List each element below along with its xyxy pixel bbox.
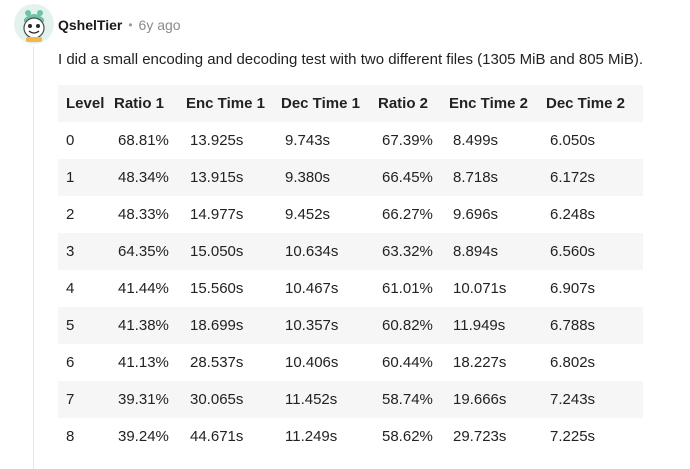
cell-dec-time-2: 6.248s [550,206,596,223]
cell-enc-time-1: 44.671s [190,428,244,445]
cell-level: 1 [66,169,75,186]
cell-dec-time-1: 10.357s [285,317,339,334]
cell-level: 0 [66,132,75,149]
cell-dec-time-1: 9.743s [285,132,331,149]
table-row: 8 39.24% 44.671s 11.249s 58.62% 29.723s … [58,418,643,455]
cell-enc-time-2: 9.696s [453,206,499,223]
cell-ratio-2: 63.32% [382,243,433,260]
cell-enc-time-2: 10.071s [453,280,507,297]
cell-enc-time-1: 14.977s [190,206,244,223]
cell-dec-time-1: 11.249s [285,428,338,445]
cartoon-avatar-icon [14,4,54,44]
cell-dec-time-2: 6.802s [550,354,596,371]
cell-dec-time-2: 7.225s [550,428,596,445]
cell-dec-time-2: 6.050s [550,132,596,149]
table-row: 3 64.35% 15.050s 10.634s 63.32% 8.894s 6… [58,233,643,270]
cell-dec-time-1: 10.406s [285,354,339,371]
cell-enc-time-2: 8.718s [453,169,499,186]
header-enc-time-2: Enc Time 2 [449,95,528,112]
cell-dec-time-2: 6.788s [550,317,596,334]
cell-ratio-2: 66.45% [382,169,433,186]
header-enc-time-1: Enc Time 1 [186,95,265,112]
cell-enc-time-2: 19.666s [453,391,507,408]
results-table: Level Ratio 1 Enc Time 1 Dec Time 1 Rati… [58,85,643,455]
cell-ratio-1: 39.31% [118,391,169,408]
cell-enc-time-2: 8.894s [453,243,499,260]
cell-enc-time-1: 18.699s [190,317,244,334]
cell-level: 6 [66,354,75,371]
cell-dec-time-1: 10.467s [285,280,339,297]
table-header-row: Level Ratio 1 Enc Time 1 Dec Time 1 Rati… [58,85,643,122]
cell-ratio-2: 58.74% [382,391,433,408]
cell-dec-time-1: 11.452s [285,391,338,408]
table-row: 5 41.38% 18.699s 10.357s 60.82% 11.949s … [58,307,643,344]
thread-line [33,46,34,469]
cell-enc-time-1: 28.537s [190,354,244,371]
header-dec-time-2: Dec Time 2 [546,95,625,112]
table-row: 6 41.13% 28.537s 10.406s 60.44% 18.227s … [58,344,643,381]
cell-dec-time-1: 9.452s [285,206,331,223]
cell-ratio-2: 67.39% [382,132,433,149]
table-row: 0 68.81% 13.925s 9.743s 67.39% 8.499s 6.… [58,122,643,159]
cell-level: 7 [66,391,75,408]
cell-ratio-2: 60.82% [382,317,433,334]
cell-ratio-1: 39.24% [118,428,169,445]
table-row: 7 39.31% 30.065s 11.452s 58.74% 19.666s … [58,381,643,418]
cell-dec-time-2: 6.172s [550,169,596,186]
cell-enc-time-2: 8.499s [453,132,499,149]
user-avatar[interactable] [14,4,54,44]
cell-ratio-2: 66.27% [382,206,433,223]
cell-ratio-2: 60.44% [382,354,433,371]
cell-dec-time-1: 9.380s [285,169,331,186]
cell-enc-time-2: 11.949s [453,317,506,334]
cell-ratio-1: 41.13% [118,354,169,371]
post-body-text: I did a small encoding and decoding test… [58,51,644,68]
cell-level: 3 [66,243,75,260]
cell-ratio-2: 58.62% [382,428,433,445]
cell-ratio-1: 64.35% [118,243,169,260]
cell-enc-time-1: 15.560s [190,280,244,297]
table-row: 4 41.44% 15.560s 10.467s 61.01% 10.071s … [58,270,643,307]
cell-level: 8 [66,428,75,445]
cell-ratio-1: 48.34% [118,169,169,186]
cell-dec-time-2: 7.243s [550,391,596,408]
meta-separator: • [128,18,133,32]
post-timestamp[interactable]: 6y ago [138,17,181,33]
cell-ratio-1: 48.33% [118,206,169,223]
cell-dec-time-1: 10.634s [285,243,339,260]
cell-enc-time-2: 18.227s [453,354,507,371]
cell-ratio-1: 41.44% [118,280,169,297]
cell-level: 5 [66,317,75,334]
cell-level: 2 [66,206,75,223]
header-dec-time-1: Dec Time 1 [281,95,360,112]
cell-level: 4 [66,280,75,297]
cell-enc-time-1: 13.925s [190,132,244,149]
cell-enc-time-1: 30.065s [190,391,244,408]
cell-dec-time-2: 6.907s [550,280,596,297]
cell-ratio-1: 41.38% [118,317,169,334]
header-level: Level [66,95,105,112]
username-link[interactable]: QshelTier [58,17,123,33]
cell-enc-time-2: 29.723s [453,428,507,445]
table-row: 2 48.33% 14.977s 9.452s 66.27% 9.696s 6.… [58,196,643,233]
cell-dec-time-2: 6.560s [550,243,596,260]
cell-ratio-2: 61.01% [382,280,433,297]
cell-enc-time-1: 13.915s [190,169,244,186]
post-meta: QshelTier • 6y ago [58,15,181,35]
header-ratio-2: Ratio 2 [378,95,429,112]
cell-enc-time-1: 15.050s [190,243,244,260]
table-row: 1 48.34% 13.915s 9.380s 66.45% 8.718s 6.… [58,159,643,196]
cell-ratio-1: 68.81% [118,132,169,149]
header-ratio-1: Ratio 1 [114,95,165,112]
